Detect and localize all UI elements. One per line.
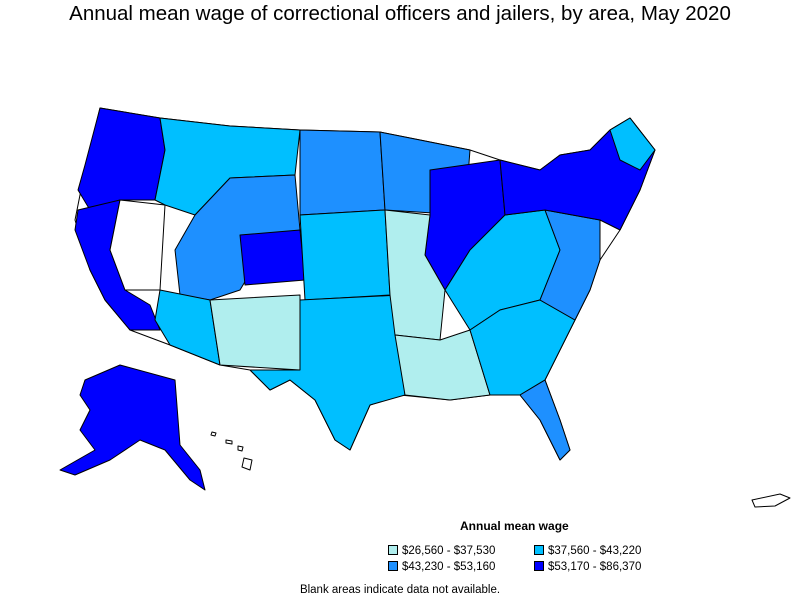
legend-label-4: $53,170 - $86,370 (548, 561, 642, 573)
legend-label-1: $26,560 - $37,530 (402, 545, 496, 557)
region-florida (519, 379, 571, 461)
legend-item-2: $37,560 - $43,220 (534, 544, 642, 557)
region-iowa-missouri (384, 209, 446, 341)
hawaii-islands (210, 431, 253, 471)
region-southeast (469, 299, 576, 396)
region-maine (609, 117, 656, 171)
region-mid-atlantic (539, 209, 601, 321)
legend-swatch-3 (388, 560, 398, 571)
map-title: Annual mean wage of correctional officer… (69, 2, 731, 25)
legend-label-2: $37,560 - $43,220 (548, 545, 642, 557)
region-dakotas (299, 129, 386, 216)
region-arizona (154, 289, 221, 366)
region-nevada (109, 199, 166, 291)
region-new-mexico (209, 294, 301, 371)
legend-item-3: $43,230 - $53,160 (388, 560, 496, 573)
legend-swatch-1 (388, 544, 398, 555)
legend-item-1: $26,560 - $37,530 (388, 544, 496, 557)
legend-label-3: $43,230 - $53,160 (402, 561, 496, 573)
region-pacific-northwest (77, 107, 166, 211)
us-wage-map (59, 107, 791, 508)
legend-title: Annual mean wage (460, 519, 569, 533)
legend-swatch-2 (534, 544, 544, 555)
legend-item-4: $53,170 - $86,370 (534, 560, 642, 573)
legend-swatch-4 (534, 560, 544, 571)
alaska-outline (59, 364, 206, 491)
footnote: Blank areas indicate data not available. (299, 584, 501, 596)
puerto-rico (751, 493, 791, 508)
region-colorado (239, 229, 306, 286)
region-nebraska-kansas (299, 209, 391, 301)
